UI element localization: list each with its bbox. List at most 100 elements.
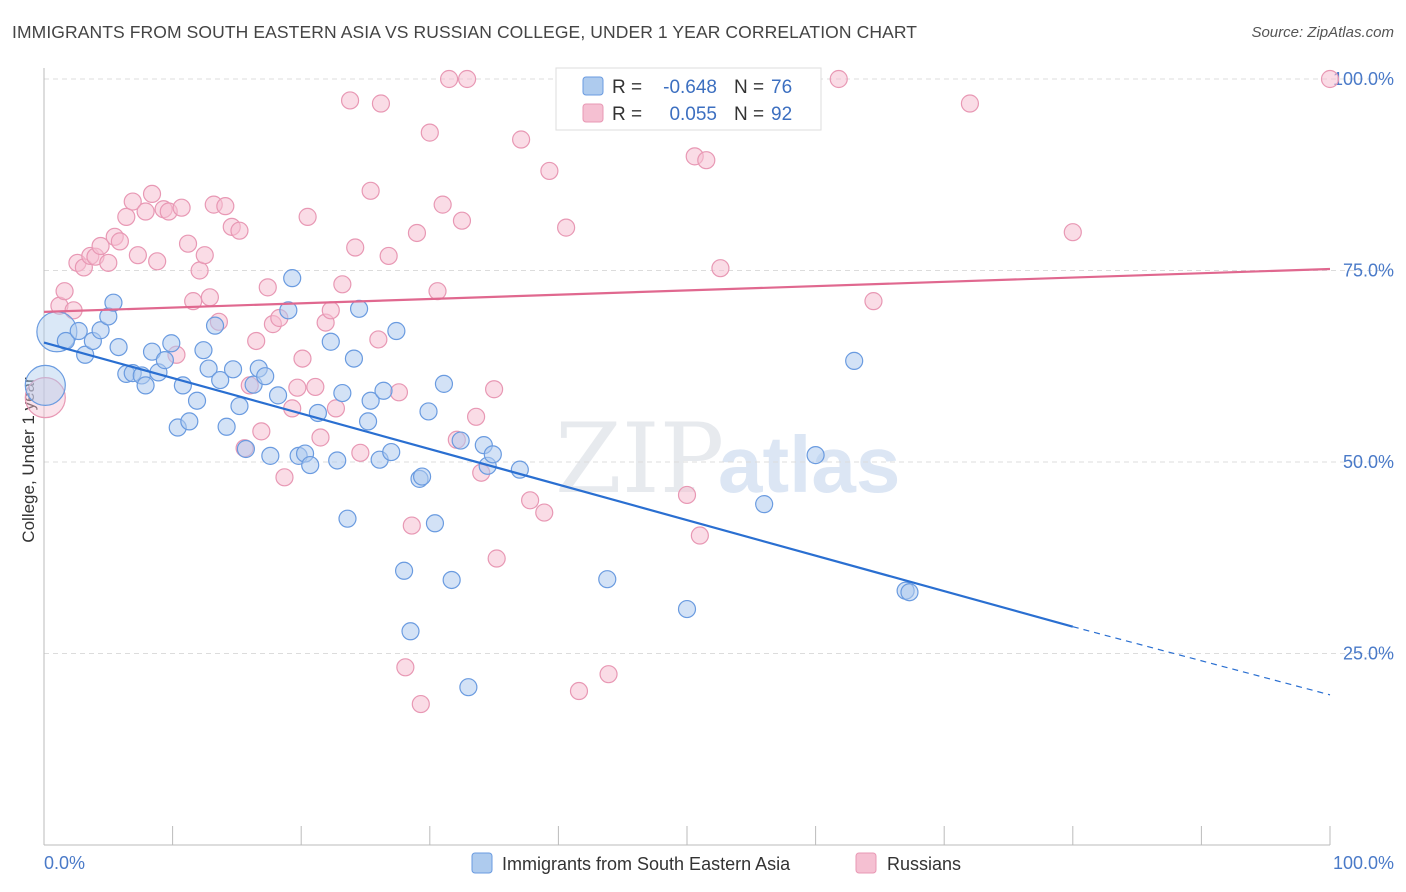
russian-point-89 (960, 94, 980, 113)
stats-blue-n-value: 76 (771, 77, 792, 98)
russian-point-13 (123, 192, 142, 211)
stats-pink-n-label: N = (734, 104, 764, 125)
russian-point-71 (485, 380, 504, 399)
stats-blue-r-value: -0.648 (663, 77, 717, 98)
russian-point-91 (1320, 69, 1340, 89)
sea-point-48 (361, 391, 380, 410)
sea-point-58 (425, 514, 445, 533)
sea-point-45 (344, 349, 364, 368)
russian-point-74 (521, 491, 540, 510)
trend-lines (43, 267, 1331, 696)
sea-point-42 (328, 451, 347, 470)
sea-point-9 (109, 338, 128, 357)
russian-point-34 (247, 331, 266, 351)
sea-point-35 (279, 301, 298, 320)
sea-point-16 (155, 351, 174, 370)
sea-point-33 (261, 446, 280, 465)
russian-point-77 (557, 218, 576, 237)
sea-point-59 (434, 374, 454, 393)
stats-pink-r-label: R = (612, 104, 642, 125)
russian-point-16 (142, 184, 162, 203)
sea-point-14 (142, 342, 162, 361)
sea-point-57 (419, 402, 438, 421)
russian-point-60 (407, 223, 427, 243)
sea-immigrants-points (24, 269, 919, 697)
y-tick-label-100: 100.0% (1333, 69, 1394, 89)
x-tick-label-max: 100.0% (1333, 853, 1394, 873)
russian-point-72 (487, 549, 506, 568)
sea-point-44 (338, 509, 357, 528)
sea-point-69 (755, 495, 774, 514)
russian-point-81 (677, 485, 697, 505)
sea-point-28 (230, 396, 249, 416)
chart-title: IMMIGRANTS FROM SOUTH EASTERN ASIA VS RU… (12, 22, 918, 42)
russian-point-22 (178, 234, 198, 253)
russian-point-83 (690, 526, 709, 545)
sea-point-68 (677, 599, 697, 619)
russian-point-87 (829, 69, 848, 89)
russian-point-85 (711, 259, 730, 278)
russian-point-79 (599, 665, 618, 684)
legend-pink-label: Russians (887, 854, 961, 874)
russian-point-26 (200, 288, 219, 307)
russian-point-58 (396, 658, 415, 677)
sea-point-23 (199, 359, 218, 378)
russian-point-25 (195, 246, 214, 265)
sea-point-22 (194, 341, 213, 360)
russian-point-69 (466, 407, 486, 426)
russian-point-63 (428, 282, 447, 301)
sea-point-66 (510, 460, 529, 479)
watermark-zip: ZIP (555, 403, 724, 515)
bottom-legend: Immigrants from South Eastern Asia Russi… (471, 852, 961, 874)
stats-pink-r-value: 0.055 (669, 104, 717, 125)
russian-point-15 (136, 202, 155, 221)
sea-point-50 (374, 381, 393, 400)
sea-point-56 (412, 467, 432, 486)
russian-point-50 (340, 91, 360, 110)
sea-point-54 (401, 622, 420, 641)
russian-point-52 (351, 443, 370, 462)
russian-point-57 (389, 383, 409, 402)
russian-point-31 (230, 221, 249, 240)
russian-point-73 (512, 130, 531, 149)
sea-point-41 (321, 332, 340, 351)
russian-point-78 (569, 681, 589, 701)
russian-point-88 (864, 292, 883, 311)
stats-pink-n-value: 92 (771, 104, 792, 125)
russian-point-29 (216, 197, 235, 216)
sea-trend-extension (1072, 626, 1331, 696)
sea-point-67 (598, 570, 617, 589)
russian-point-64 (433, 195, 452, 214)
legend-blue-label: Immigrants from South Eastern Asia (502, 854, 791, 874)
russian-point-43 (298, 207, 317, 226)
x-tick-label-min: 0.0% (44, 853, 85, 873)
stats-legend: R = -0.648 N = 76 R = 0.055 N = 92 (555, 67, 822, 131)
sea-point-60 (442, 570, 461, 590)
sea-point-53 (394, 561, 414, 580)
russian-point-55 (371, 94, 391, 113)
russian-point-45 (311, 428, 330, 447)
y-axis-label: College, Under 1 year (19, 377, 38, 543)
y-tick-label-50: 50.0% (1343, 452, 1394, 472)
sea-point-51 (382, 442, 401, 462)
russian-point-47 (321, 301, 340, 320)
legend-pink-swatch (855, 852, 877, 874)
watermark-atlas: atlas (718, 420, 900, 509)
y-tick-label-25: 25.0% (1343, 644, 1394, 664)
sea-point-8 (104, 293, 123, 312)
russian-point-62 (420, 123, 439, 142)
sea-point-36 (283, 269, 302, 288)
sea-point-47 (358, 412, 378, 431)
russian-point-0 (24, 377, 66, 419)
russian-trend-line (43, 267, 1331, 313)
russian-point-17 (148, 252, 167, 271)
sea-point-0 (24, 364, 66, 406)
sea-point-13 (136, 376, 155, 395)
sea-point-73 (900, 583, 919, 602)
sea-point-39 (301, 455, 320, 475)
legend-blue-swatch (471, 852, 493, 874)
russian-point-59 (402, 516, 421, 535)
russian-point-61 (411, 694, 430, 714)
source-label: Source: ZipAtlas.com (1251, 24, 1394, 41)
